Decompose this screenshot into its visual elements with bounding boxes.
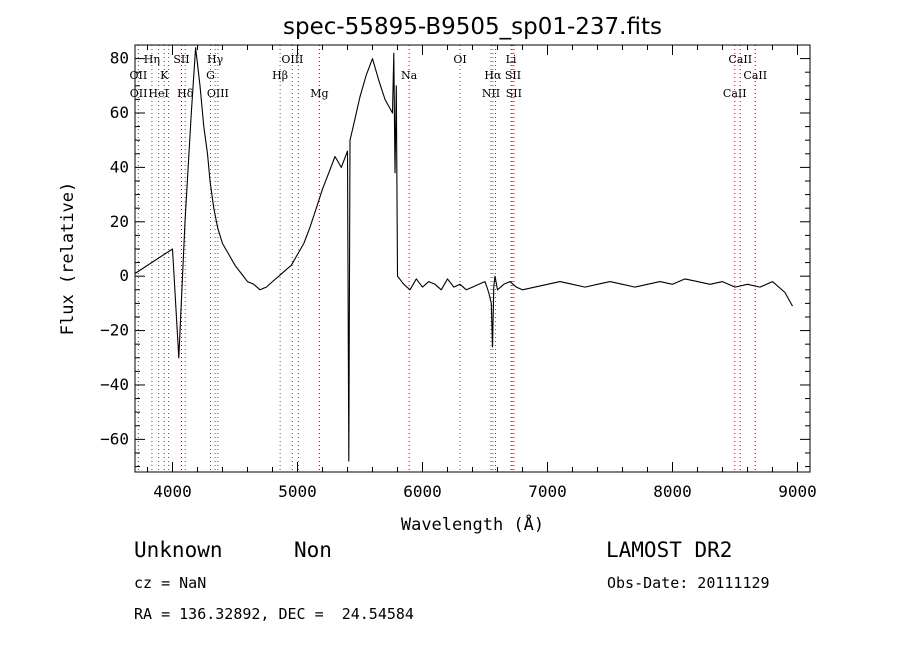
spectral-line-label: CaII [723, 87, 747, 100]
x-tick-label: 5000 [278, 482, 317, 501]
spectral-line-label: Hγ [207, 53, 224, 66]
x-tick-label: 6000 [403, 482, 442, 501]
spectrum-line [134, 47, 793, 462]
spectral-line-label: SII [505, 69, 521, 82]
spectral-line-label: CaII [728, 53, 752, 66]
y-tick-label: −20 [100, 321, 129, 340]
y-tick-label: 80 [110, 49, 129, 68]
object-subclass: Non [294, 538, 332, 562]
chart-title: spec-55895-B9505_sp01-237.fits [283, 14, 662, 40]
spectral-line-label: Hδ [177, 87, 194, 100]
y-tick-label: 20 [110, 212, 129, 231]
spectral-line-label: OII [130, 69, 148, 82]
spectral-line-label: Hη [144, 53, 160, 66]
spectral-line-label: OIII [281, 53, 303, 66]
spectral-line-label: Li [506, 53, 517, 66]
x-tick-label: 8000 [653, 482, 692, 501]
spectral-line-label: G [206, 69, 215, 82]
spectral-line-label: SII [506, 87, 522, 100]
obs-date-label: Obs-Date: 20111129 [607, 574, 770, 592]
y-tick-label: −60 [100, 429, 129, 448]
x-tick-label: 4000 [153, 482, 192, 501]
y-tick-label: −40 [100, 375, 129, 394]
spectral-line-label: Hβ [272, 69, 288, 82]
y-tick-label: 40 [110, 157, 129, 176]
spectral-line-label: OIII [207, 87, 229, 100]
spectral-line-label: Hα [484, 69, 502, 82]
redshift-label: cz = NaN [134, 574, 207, 592]
spectral-line-label: HeI [148, 87, 168, 100]
x-tick-label: 9000 [778, 482, 817, 501]
spectral-line-label: NII [482, 87, 500, 100]
y-axis-label: Flux (relative) [58, 182, 78, 336]
spectral-line-label: OI [453, 53, 466, 66]
y-tick-label: 0 [119, 266, 129, 285]
spectral-line-label: K [160, 69, 169, 82]
spectral-line-label: CaII [743, 69, 767, 82]
spectral-line-label: SII [173, 53, 189, 66]
spectral-line-label: Mg [310, 87, 328, 100]
survey-label: LAMOST DR2 [606, 538, 733, 562]
plot-frame [134, 44, 811, 473]
y-tick-label: 60 [110, 103, 129, 122]
object-class: Unknown [134, 538, 223, 562]
x-axis-label: Wavelength (Å) [401, 513, 544, 535]
coordinates-label: RA = 136.32892, DEC = 24.54584 [134, 605, 414, 623]
spectral-line-label: OII [130, 87, 148, 100]
spectral-line-label: Na [401, 69, 418, 82]
x-tick-label: 7000 [528, 482, 567, 501]
